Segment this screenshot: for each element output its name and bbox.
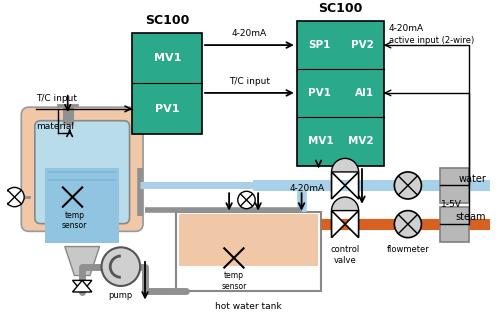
Circle shape bbox=[5, 188, 24, 207]
Text: SC100: SC100 bbox=[318, 2, 362, 15]
Bar bbox=[440, 168, 469, 203]
Text: PV1: PV1 bbox=[155, 104, 180, 114]
Polygon shape bbox=[345, 211, 358, 238]
Bar bbox=[297, 21, 384, 166]
Wedge shape bbox=[332, 158, 358, 172]
FancyBboxPatch shape bbox=[35, 121, 130, 224]
Text: pump: pump bbox=[108, 291, 133, 300]
Text: flowmeter: flowmeter bbox=[386, 245, 430, 254]
Bar bbox=[46, 168, 119, 243]
Bar bbox=[132, 33, 202, 134]
Text: water: water bbox=[458, 173, 486, 183]
Text: MV2: MV2 bbox=[348, 136, 374, 147]
Text: PV2: PV2 bbox=[351, 40, 374, 50]
Text: 1-5V: 1-5V bbox=[441, 200, 462, 209]
Polygon shape bbox=[72, 280, 92, 292]
Text: AI1: AI1 bbox=[355, 88, 374, 98]
Text: T/C input: T/C input bbox=[229, 77, 270, 86]
Text: material: material bbox=[36, 122, 74, 131]
Circle shape bbox=[394, 172, 421, 199]
Circle shape bbox=[394, 211, 421, 238]
Text: control
valve: control valve bbox=[330, 245, 360, 265]
Text: MV1: MV1 bbox=[154, 53, 181, 63]
Text: MV1: MV1 bbox=[308, 136, 334, 147]
Polygon shape bbox=[65, 246, 100, 275]
Bar bbox=[176, 212, 321, 291]
Text: 4-20mA: 4-20mA bbox=[388, 24, 424, 33]
Circle shape bbox=[102, 247, 140, 286]
Text: active input (2-wire): active input (2-wire) bbox=[388, 36, 474, 45]
Wedge shape bbox=[332, 197, 358, 211]
Text: hot water tank: hot water tank bbox=[215, 302, 282, 311]
Polygon shape bbox=[332, 172, 345, 199]
Polygon shape bbox=[345, 172, 358, 199]
Text: temp
sensor: temp sensor bbox=[221, 271, 246, 291]
Text: SC100: SC100 bbox=[145, 14, 190, 27]
Text: T/C input: T/C input bbox=[36, 94, 77, 103]
Polygon shape bbox=[332, 211, 345, 238]
Text: PV1: PV1 bbox=[308, 88, 331, 98]
FancyBboxPatch shape bbox=[22, 107, 143, 232]
Bar bbox=[179, 214, 318, 266]
Bar bbox=[440, 207, 469, 241]
Text: SP1: SP1 bbox=[308, 40, 330, 50]
Circle shape bbox=[238, 191, 255, 209]
Text: steam: steam bbox=[456, 212, 486, 222]
Text: 4-20mA: 4-20mA bbox=[232, 29, 267, 38]
Text: 4-20mA: 4-20mA bbox=[290, 183, 324, 193]
Text: temp
sensor: temp sensor bbox=[62, 211, 87, 230]
Polygon shape bbox=[72, 280, 92, 292]
